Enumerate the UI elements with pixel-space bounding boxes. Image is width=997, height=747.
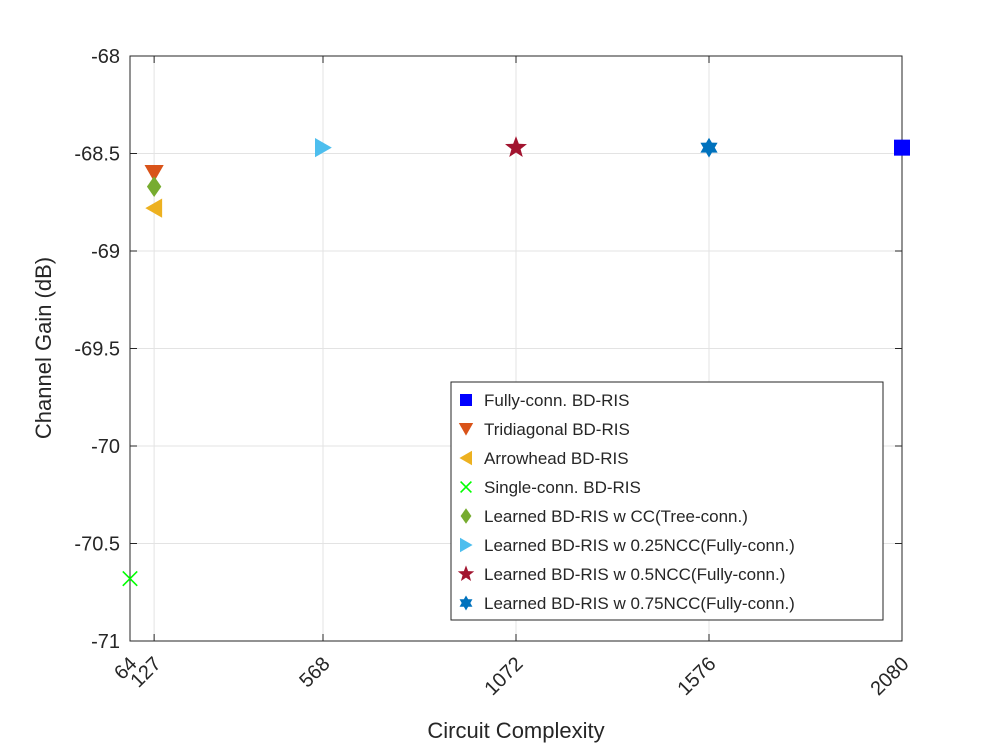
legend-marker-arrowhead-bd-ris xyxy=(459,450,472,466)
y-tick-label: -69 xyxy=(91,241,120,263)
legend-label: Arrowhead BD-RIS xyxy=(484,449,629,468)
legend-marker-learned-bd-ris-w-0-5ncc-fully-conn xyxy=(457,565,475,581)
legend-label: Learned BD-RIS w CC(Tree-conn.) xyxy=(484,507,748,526)
legend-label: Tridiagonal BD-RIS xyxy=(484,420,630,439)
point-learned-bd-ris-w-0-75ncc-fully-conn xyxy=(700,137,718,158)
y-tick-label: -70.5 xyxy=(74,534,120,556)
legend-marker-learned-bd-ris-w-cc-tree-conn xyxy=(460,508,472,524)
point-tridiagonal-bd-ris xyxy=(144,165,164,182)
point-learned-bd-ris-w-cc-tree-conn xyxy=(146,176,162,198)
y-tick-label: -68.5 xyxy=(74,144,120,166)
y-tick-label: -70 xyxy=(91,436,120,458)
point-single-conn-bd-ris xyxy=(122,570,138,587)
legend: Fully-conn. BD-RIS Tridiagonal BD-RIS Arro… xyxy=(450,381,884,621)
legend-marker-learned-bd-ris-w-0-75ncc-fully-conn xyxy=(459,595,473,611)
y-tick-label: -68 xyxy=(91,46,120,68)
x-tick-label: 568 xyxy=(295,653,334,692)
x-tick-label: 1576 xyxy=(674,653,721,700)
legend-marker-fully-conn-bd-ris xyxy=(460,394,472,406)
legend-label: Learned BD-RIS w 0.25NCC(Fully-conn.) xyxy=(484,536,795,555)
legend-label: Single-conn. BD-RIS xyxy=(484,478,641,497)
point-arrowhead-bd-ris xyxy=(145,198,163,218)
point-learned-bd-ris-w-0-25ncc-fully-conn xyxy=(315,138,332,158)
x-tick-label: 127 xyxy=(127,653,166,692)
y-tick-label: -69.5 xyxy=(74,339,120,361)
point-fully-conn-bd-ris xyxy=(894,139,910,156)
point-learned-bd-ris-w-0-5ncc-fully-conn xyxy=(505,136,527,157)
x-axis-label: Circuit Complexity xyxy=(427,718,604,743)
data-points xyxy=(122,136,910,587)
legend-label: Learned BD-RIS w 0.5NCC(Fully-conn.) xyxy=(484,565,785,584)
x-tick-label: 2080 xyxy=(867,653,914,700)
y-axis-ticks: -68 -68.5 -69 -69.5 -70 -70.5 -71 xyxy=(74,46,902,653)
y-tick-label: -71 xyxy=(91,631,120,653)
y-axis-label: Channel Gain (dB) xyxy=(31,257,56,439)
legend-marker-learned-bd-ris-w-0-25ncc-fully-conn xyxy=(460,537,473,553)
legend-label: Fully-conn. BD-RIS xyxy=(484,391,629,410)
x-tick-label: 1072 xyxy=(481,653,528,700)
legend-label: Learned BD-RIS w 0.75NCC(Fully-conn.) xyxy=(484,594,795,613)
legend-marker-tridiagonal-bd-ris xyxy=(458,423,474,436)
legend-box xyxy=(450,381,884,621)
legend-marker-single-conn-bd-ris xyxy=(460,481,472,493)
